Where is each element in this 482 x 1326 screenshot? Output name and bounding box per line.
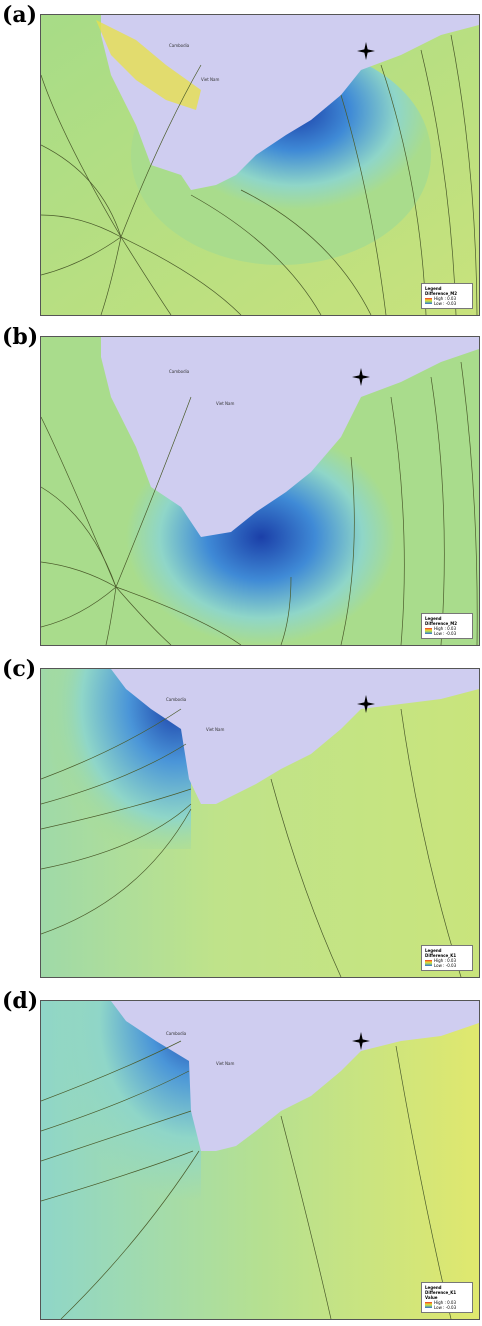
yellow-coast-zone (96, 20, 201, 110)
legend-high: High : 0.03 (434, 1300, 456, 1305)
legend-high: High : 0.03 (434, 296, 456, 301)
panel-label: (c) (2, 656, 37, 682)
map-d[interactable]: Cambodia Viet Nam Legend Difference_K1 V… (40, 1000, 480, 1320)
legend-layer: Difference_M2 (425, 291, 458, 296)
place-vietnam: Viet Nam (201, 77, 220, 82)
land-vietnam (101, 15, 479, 190)
land-vietnam (111, 1001, 479, 1151)
legend-low: Low : -0.03 (434, 963, 457, 968)
panel-label: (b) (2, 324, 39, 350)
color-ramp (425, 960, 432, 966)
color-ramp (425, 628, 432, 634)
legend-sub: Value (425, 1295, 438, 1300)
panel-label: (d) (2, 988, 39, 1014)
map-b[interactable]: Cambodia Viet Nam Legend Difference_M2 H… (40, 336, 480, 646)
legend-high: High : 0.03 (434, 958, 456, 963)
legend-low: Low : -0.03 (434, 631, 457, 636)
place-cambodia: Cambodia (166, 697, 187, 702)
place-vietnam: Viet Nam (216, 401, 235, 406)
legend-layer: Difference_M2 (425, 621, 458, 626)
place-cambodia: Cambodia (169, 43, 190, 48)
panel-b: (b) Cambodi (0, 322, 482, 652)
place-vietnam: Viet Nam (216, 1061, 235, 1066)
color-ramp (425, 298, 432, 304)
legend-title: Legend (425, 286, 442, 291)
contour-lines (41, 361, 478, 645)
legend-high: High : 0.03 (434, 626, 456, 631)
map-c[interactable]: Cambodia Viet Nam Legend Difference_K1 H… (40, 668, 480, 978)
compass-rose-icon (352, 1032, 370, 1050)
panel-c: (c) Cambo (0, 654, 482, 984)
land-vietnam (111, 669, 479, 804)
contour-lines (41, 34, 478, 315)
place-cambodia: Cambodia (169, 369, 190, 374)
place-cambodia: Cambodia (166, 1031, 187, 1036)
color-ramp (425, 1302, 432, 1308)
legend-low: Low : -0.03 (434, 301, 457, 306)
legend-layer: Difference_K1 (425, 953, 457, 958)
place-vietnam: Viet Nam (206, 727, 225, 732)
compass-rose-icon (357, 42, 375, 60)
legend-low: Low : -0.03 (434, 1305, 457, 1310)
legend-layer: Difference_K1 (425, 1290, 457, 1295)
panel-label: (a) (2, 2, 38, 28)
panel-a: (a) (0, 0, 482, 322)
legend: Legend Difference_M2 High : 0.03 Low : -0… (421, 613, 473, 639)
contour-lines (41, 708, 462, 977)
legend: Legend Difference_K1 Value High : 0.03 Lo… (421, 1282, 473, 1313)
legend-title: Legend (425, 1285, 442, 1290)
legend: Legend Difference_K1 High : 0.03 Low : -0… (421, 945, 473, 971)
map-a[interactable]: Cambodia Viet Nam Legend Difference_M2 H… (40, 14, 480, 316)
panel-d: (d) Cambo (0, 986, 482, 1326)
legend: Legend Difference_M2 High : 0.03 Low : -0… (421, 283, 473, 309)
land-vietnam (101, 337, 479, 537)
legend-title: Legend (425, 948, 442, 953)
legend-title: Legend (425, 616, 442, 621)
compass-rose-icon (352, 368, 370, 386)
compass-rose-icon (357, 695, 375, 713)
